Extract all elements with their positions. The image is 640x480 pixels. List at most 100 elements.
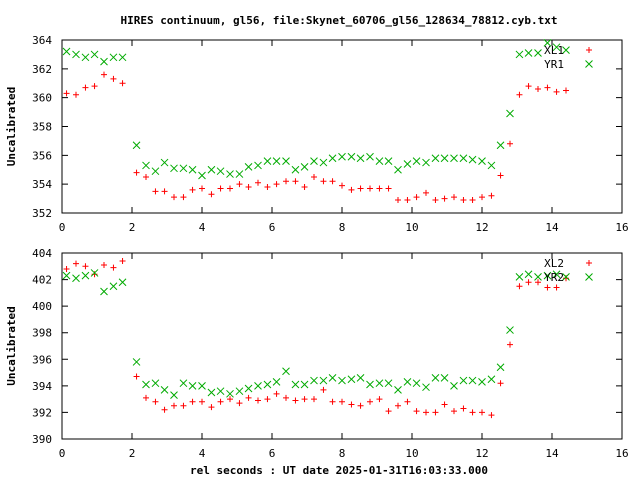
data-point xyxy=(506,326,514,334)
data-point xyxy=(366,380,374,389)
x-tick-label: 12 xyxy=(475,447,488,460)
data-point xyxy=(367,398,373,405)
data-point xyxy=(143,173,149,180)
data-point xyxy=(450,382,458,390)
data-point xyxy=(507,140,513,147)
data-point xyxy=(273,181,280,188)
data-point xyxy=(188,165,197,174)
data-point xyxy=(329,178,336,185)
data-point xyxy=(319,158,328,167)
y-tick-label: 394 xyxy=(32,380,52,393)
data-point xyxy=(338,152,346,161)
data-point xyxy=(468,376,477,385)
data-point xyxy=(207,388,216,397)
data-point xyxy=(245,394,252,401)
data-point xyxy=(468,155,477,164)
series-XL2 xyxy=(63,257,569,419)
data-point xyxy=(142,161,150,170)
data-point xyxy=(552,270,561,279)
data-point xyxy=(534,273,542,281)
data-point xyxy=(132,358,141,366)
data-point xyxy=(291,165,300,174)
data-point xyxy=(199,398,205,405)
x-tick-label: 4 xyxy=(199,447,206,460)
data-point xyxy=(404,197,411,204)
data-point xyxy=(506,109,514,118)
data-point xyxy=(516,91,523,98)
data-point xyxy=(440,154,449,163)
data-point xyxy=(180,402,187,409)
data-point xyxy=(199,185,205,192)
data-point xyxy=(394,385,402,394)
data-point xyxy=(226,389,234,398)
data-point xyxy=(375,379,384,388)
data-point xyxy=(431,374,440,382)
data-point xyxy=(460,405,467,412)
x-tick-label: 0 xyxy=(59,221,66,234)
panel-top: 352 354 356 358 360 362 364 0 2 4 6 8 10 12 14 16 Uncali… xyxy=(5,34,629,234)
data-point xyxy=(90,50,99,59)
y-tick-label: 354 xyxy=(32,178,52,191)
data-point xyxy=(226,170,234,178)
data-point xyxy=(73,91,79,98)
panel-bottom: 390 392 394 396 398 400 402 404 0 2 4 6 8 10 12 14 16 Unc… xyxy=(5,247,629,460)
data-point xyxy=(255,397,261,404)
data-point xyxy=(563,87,569,94)
data-point xyxy=(403,160,412,168)
y-tick-label: 404 xyxy=(32,247,52,260)
data-point xyxy=(422,158,430,167)
data-point xyxy=(300,380,309,389)
data-point xyxy=(413,194,420,201)
data-point xyxy=(311,173,317,180)
data-point xyxy=(515,50,524,59)
data-point xyxy=(244,384,253,393)
data-point xyxy=(101,261,107,268)
data-point xyxy=(217,398,224,405)
data-point xyxy=(160,385,169,394)
data-point xyxy=(562,46,570,54)
data-point xyxy=(422,383,430,392)
data-point xyxy=(376,185,383,192)
data-point xyxy=(119,257,126,264)
data-point xyxy=(487,161,496,170)
data-point xyxy=(459,376,468,385)
data-point xyxy=(553,88,560,95)
legend-label: YR2 xyxy=(544,271,564,284)
data-point xyxy=(91,83,98,90)
data-point xyxy=(451,408,457,415)
y-tick-label: 360 xyxy=(32,92,52,105)
data-point xyxy=(110,264,117,271)
data-point xyxy=(244,163,253,171)
data-point xyxy=(235,387,244,396)
data-point xyxy=(395,402,401,409)
data-point xyxy=(543,39,552,47)
legend-marker xyxy=(586,47,592,53)
x-tick-label: 16 xyxy=(615,447,628,460)
data-point xyxy=(385,185,392,192)
x-tick-label: 10 xyxy=(405,447,418,460)
data-point xyxy=(423,189,429,196)
data-point xyxy=(395,197,401,204)
data-point xyxy=(507,341,513,348)
y-tick-label: 398 xyxy=(32,327,52,340)
data-point xyxy=(385,408,392,415)
data-point xyxy=(534,49,542,57)
data-point xyxy=(535,86,541,93)
data-point xyxy=(320,178,327,185)
data-point xyxy=(478,378,486,386)
data-point xyxy=(479,194,485,201)
data-point xyxy=(338,376,346,385)
data-point xyxy=(441,401,448,408)
data-point xyxy=(301,396,308,403)
data-point xyxy=(133,373,140,380)
data-point xyxy=(432,197,439,204)
data-point xyxy=(151,379,160,388)
data-point xyxy=(255,179,261,186)
data-point xyxy=(118,53,127,62)
data-point xyxy=(367,185,373,192)
data-point xyxy=(423,409,429,416)
data-point xyxy=(413,408,420,415)
data-point xyxy=(283,394,289,401)
data-point xyxy=(62,271,71,280)
data-point xyxy=(109,282,118,291)
